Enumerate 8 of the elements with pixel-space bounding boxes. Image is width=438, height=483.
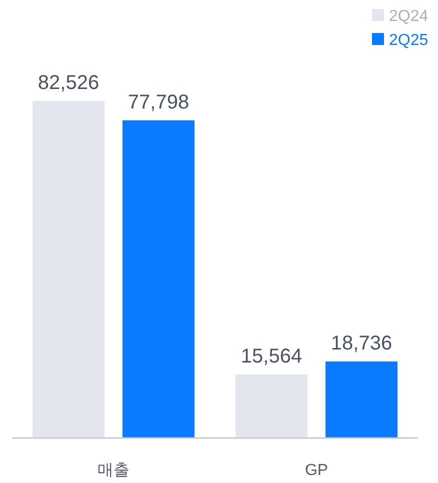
- x-tick-label: 매출: [98, 462, 130, 479]
- data-label: 82,526: [38, 72, 100, 94]
- x-tick-label: GP: [304, 462, 328, 479]
- data-label: 18,736: [330, 332, 392, 354]
- data-label: 77,798: [128, 91, 190, 114]
- data-label: 15,564: [240, 345, 302, 368]
- legend-label: 2Q25: [389, 32, 428, 49]
- legend-label: 2Q24: [389, 8, 428, 25]
